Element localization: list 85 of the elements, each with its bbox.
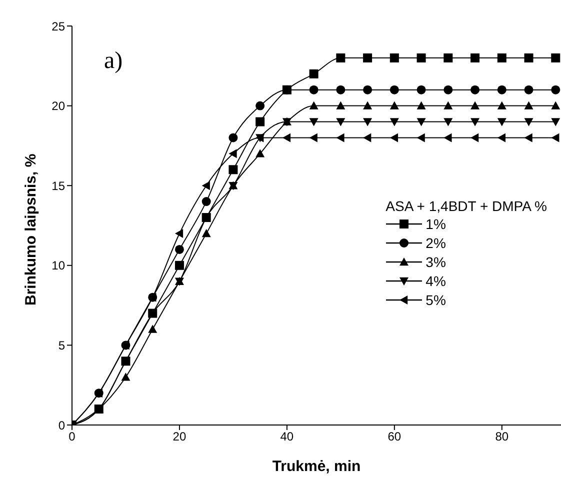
point [470,101,480,110]
x-tick-label: 0 [68,430,76,444]
point [444,101,453,110]
annotation: a) [104,48,123,74]
point [551,118,560,126]
point [174,244,184,254]
point [551,85,560,94]
point [390,53,399,62]
point [524,133,532,142]
point [228,133,238,142]
point [363,53,372,62]
point [309,69,318,78]
point [309,118,318,126]
point [202,228,211,238]
y-tick-label: 10 [52,258,66,273]
point [470,133,479,142]
x-tick-label: 20 [172,430,186,444]
point [256,117,265,126]
point [497,118,506,126]
point [336,85,346,94]
point [363,118,372,126]
point [363,101,372,110]
point [416,101,426,110]
x-tick-label: 60 [388,430,402,444]
legend-label: 3% [426,254,446,270]
point [121,372,130,381]
point [551,101,560,110]
point [336,101,346,110]
point [336,53,346,62]
point [444,118,453,126]
point [282,133,291,142]
point [148,324,158,333]
point [228,149,237,158]
x-axis-title: Trukmė, min [272,458,361,475]
y-tick-label: 0 [58,418,66,432]
point [390,118,399,126]
point [336,118,346,126]
point [497,133,506,142]
point [470,85,480,94]
point [497,53,506,62]
point [363,85,372,94]
point [551,133,560,142]
point [309,85,318,94]
point [202,181,210,190]
point [202,197,211,206]
point [524,118,534,126]
y-tick-label: 15 [52,178,66,193]
point [416,85,426,94]
legend-label: 2% [426,234,446,250]
point [256,149,265,158]
point [444,85,453,94]
point [470,118,480,126]
point [551,53,560,62]
point [174,228,184,238]
point [390,133,398,142]
point [228,165,238,174]
point [336,133,344,142]
point [390,85,399,94]
point [363,133,372,142]
point [444,133,452,142]
point [524,85,534,94]
legend-label: 1% [426,216,446,232]
point [524,53,534,62]
y-tick-label: 25 [52,19,66,34]
legend-label: 5% [426,292,446,308]
legend-title: ASA + 1,4BDT + DMPA % [386,198,547,214]
point [174,260,184,270]
point [416,118,426,126]
x-tick-label: 80 [495,430,509,444]
legend-label: 4% [426,272,446,288]
point [524,101,534,110]
point [256,101,265,110]
y-axis-title: Brinkumo laipsnis, % [22,154,40,306]
point [390,101,399,110]
point [470,53,480,62]
point [497,101,506,110]
x-tick-label: 40 [280,430,294,444]
point [309,101,318,110]
point [309,133,318,142]
y-tick-label: 20 [52,99,66,114]
point [497,85,506,94]
point [416,53,426,62]
point [444,53,453,62]
point [416,133,425,142]
y-tick-label: 5 [58,338,66,352]
